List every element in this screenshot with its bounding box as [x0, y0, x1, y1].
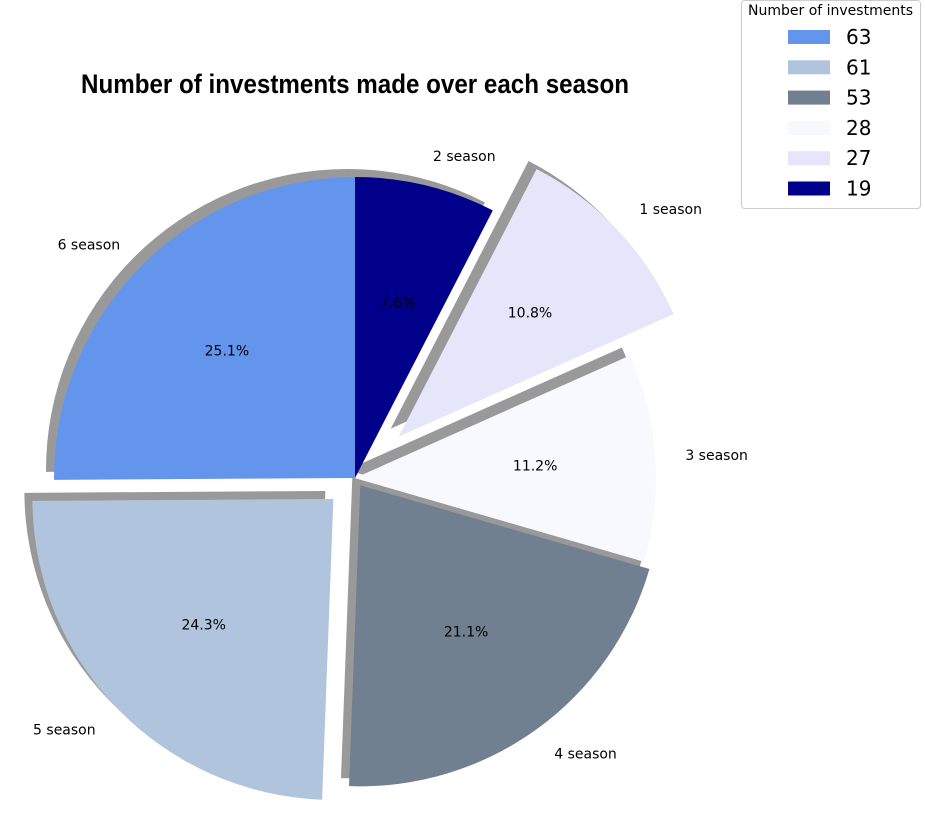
pct-label-5-season: 24.3%	[181, 618, 225, 634]
chart-title: Number of investments made over each sea…	[81, 69, 629, 99]
pct-label-6-season: 25.1%	[205, 344, 249, 360]
slice-4-season	[348, 485, 650, 787]
legend-title: Number of investments	[748, 3, 913, 19]
slice-label-5-season: 5 season	[33, 722, 96, 738]
pct-label-1-season: 10.8%	[508, 306, 552, 322]
legend-swatch-28	[788, 120, 830, 135]
pct-label-4-season: 21.1%	[444, 625, 488, 641]
pct-label-2-season: 7.6%	[380, 295, 416, 311]
legend-label-19: 19	[846, 177, 871, 201]
slice-label-6-season: 6 season	[58, 238, 121, 254]
slice-label-1-season: 1 season	[639, 202, 702, 218]
legend-swatch-27	[788, 151, 830, 166]
slice-1-season	[398, 169, 674, 437]
legend-label-53: 53	[846, 86, 871, 110]
legend: Number of investments 63 61 53 28 27 19	[741, 0, 921, 209]
slice-labels: 2 season 1 season 3 season 4 season 5 season…	[33, 149, 748, 762]
slice-label-2-season: 2 season	[433, 149, 496, 165]
slice-label-4-season: 4 season	[554, 747, 617, 763]
legend-swatch-19	[788, 181, 830, 196]
slice-5-season	[32, 498, 334, 800]
slice-6-season	[54, 176, 355, 480]
legend-swatch-63	[788, 30, 830, 44]
legend-swatch-61	[788, 60, 830, 75]
legend-label-28: 28	[846, 116, 871, 140]
legend-label-63: 63	[846, 25, 871, 49]
percent-labels: 7.6% 10.8% 11.2% 21.1% 24.3% 25.1%	[181, 295, 557, 640]
legend-items: 63 61 53 28 27 19	[788, 25, 871, 201]
legend-label-27: 27	[846, 146, 871, 170]
pie-slices	[32, 169, 674, 800]
slice-label-3-season: 3 season	[685, 448, 748, 464]
legend-swatch-53	[788, 90, 830, 105]
legend-label-61: 61	[846, 55, 871, 79]
slice-3-season	[355, 355, 656, 562]
pct-label-3-season: 11.2%	[513, 459, 557, 475]
legend-frame	[741, 0, 921, 209]
slice-2-season	[355, 177, 493, 478]
